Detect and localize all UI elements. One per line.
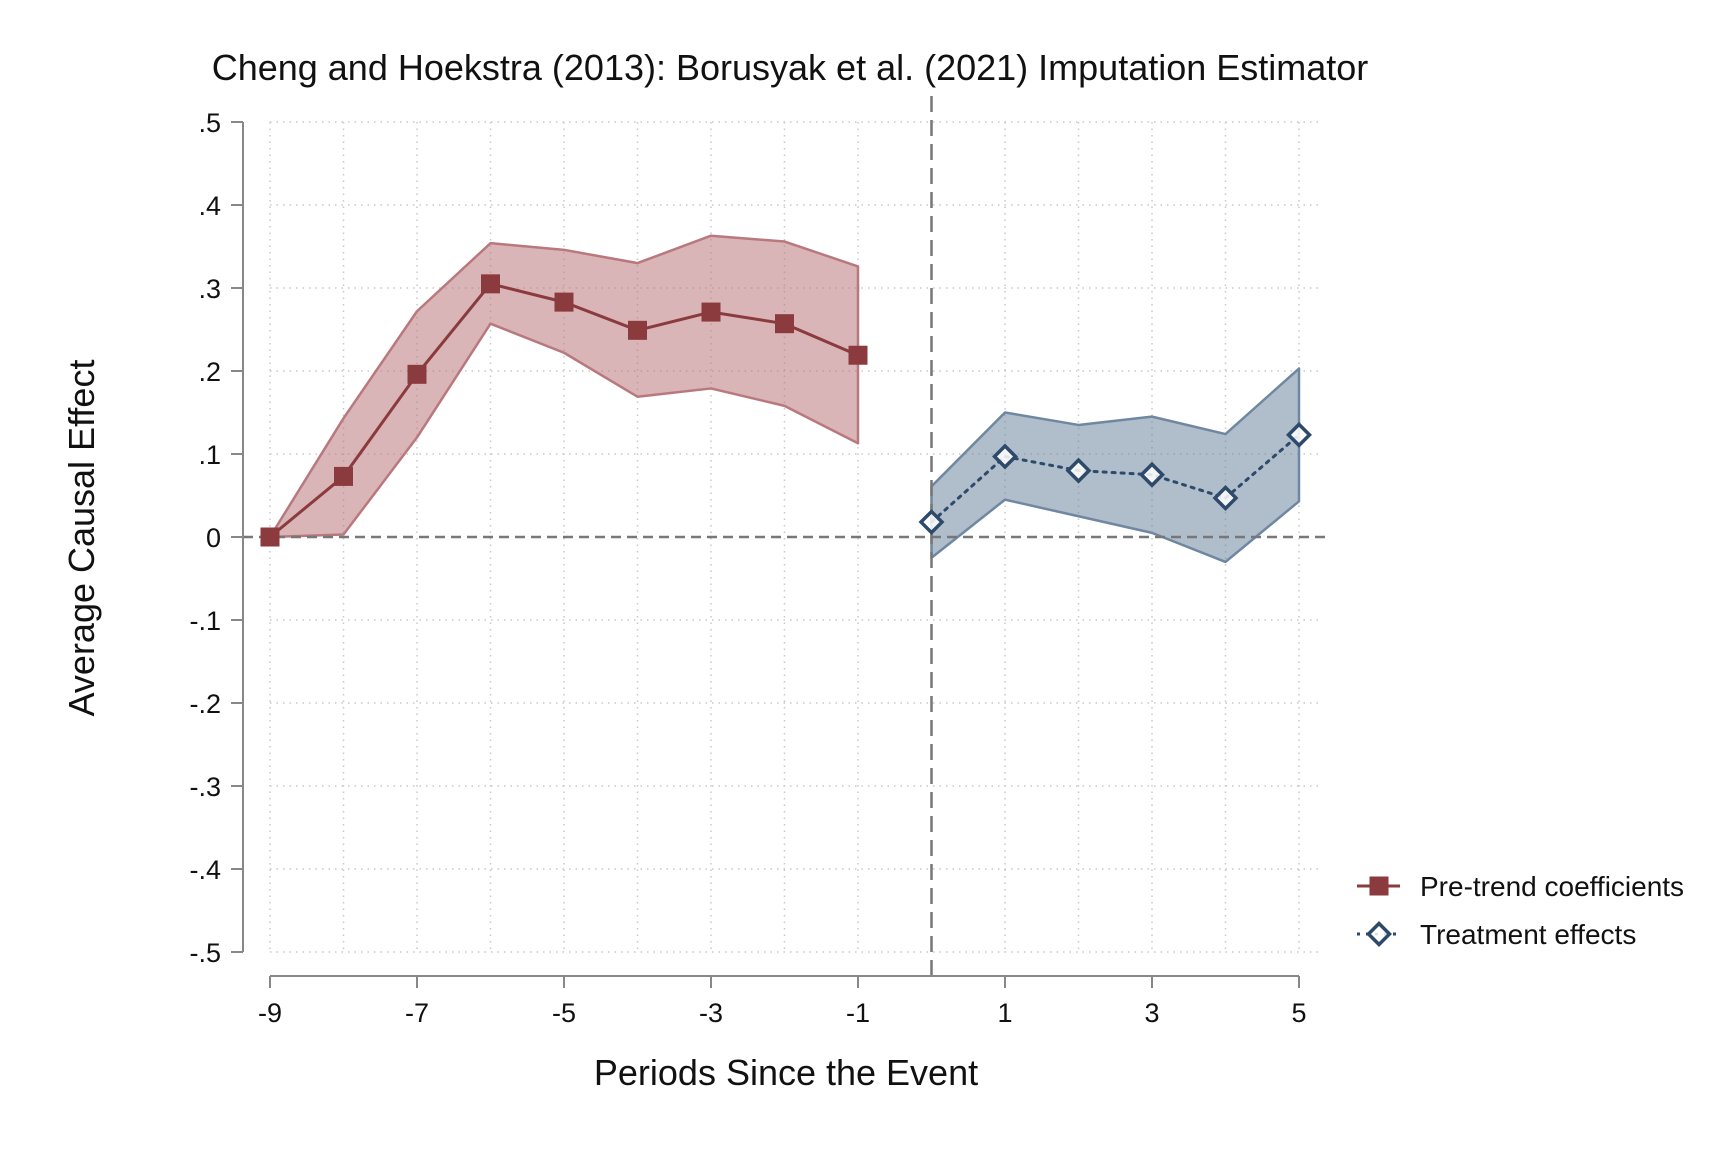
pretrend-point bbox=[554, 292, 574, 312]
y-axis-title: Average Causal Effect bbox=[61, 360, 102, 717]
y-tick-label: 0 bbox=[206, 523, 221, 553]
y-tick-label: -.4 bbox=[189, 855, 221, 885]
x-tick-label: -9 bbox=[258, 998, 282, 1028]
pretrend-point bbox=[481, 274, 500, 294]
x-tick-label: 3 bbox=[1144, 998, 1159, 1028]
x-tick-label: -1 bbox=[846, 998, 870, 1028]
treatment-point bbox=[1065, 457, 1092, 484]
x-tick-label: -7 bbox=[405, 998, 429, 1028]
treatment-point bbox=[1286, 421, 1312, 448]
y-tick-label: .2 bbox=[198, 357, 221, 387]
y-tick-label: .3 bbox=[198, 274, 221, 304]
pretrend-point bbox=[628, 320, 647, 340]
y-tick-label: -.2 bbox=[189, 689, 221, 719]
pretrend-point bbox=[407, 364, 427, 384]
x-tick-label: -5 bbox=[552, 998, 576, 1028]
y-tick-label: .4 bbox=[198, 191, 221, 221]
x-tick-label: 5 bbox=[1291, 998, 1306, 1028]
chart-title: Cheng and Hoekstra (2013): Borusyak et a… bbox=[212, 47, 1369, 88]
y-tick-label: -.1 bbox=[189, 606, 221, 636]
y-tick-label: .1 bbox=[198, 440, 221, 470]
pretrend-point bbox=[775, 314, 794, 334]
axis-layer: .5 .4 .3 .2 .1 0 -.1 -.2 -.3 -.4 -.5 -9 -7 -5 -3 -1 1 3 5 bbox=[189, 108, 1306, 1028]
pretrend-point bbox=[334, 466, 353, 486]
reference-line-layer bbox=[243, 96, 1326, 976]
treatment-point bbox=[992, 443, 1018, 470]
legend-label-1: Pre-trend coefficients bbox=[1420, 871, 1684, 902]
y-tick-label: -.5 bbox=[189, 938, 221, 968]
pretrend-point bbox=[848, 345, 868, 365]
x-axis-title: Periods Since the Event bbox=[594, 1052, 978, 1093]
legend-marker-1 bbox=[1369, 876, 1389, 896]
y-tick-label: -.3 bbox=[189, 772, 221, 802]
treatment-point bbox=[1139, 461, 1165, 488]
series-line-2 bbox=[930, 433, 1301, 524]
series-layer bbox=[260, 274, 1312, 547]
x-tick-label: 1 bbox=[997, 998, 1012, 1028]
treatment-point bbox=[1212, 485, 1239, 511]
pretrend-point bbox=[260, 527, 280, 547]
legend: Pre-trend coefficients Treatment effects bbox=[1357, 871, 1684, 950]
y-tick-label: .5 bbox=[198, 108, 221, 138]
pretrend-point bbox=[701, 302, 721, 322]
legend-label-2: Treatment effects bbox=[1420, 919, 1636, 950]
treatment-point bbox=[918, 509, 945, 536]
confidence-band-2 bbox=[930, 367, 1301, 564]
x-tick-label: -3 bbox=[699, 998, 723, 1028]
legend-marker-2 bbox=[1366, 921, 1392, 947]
